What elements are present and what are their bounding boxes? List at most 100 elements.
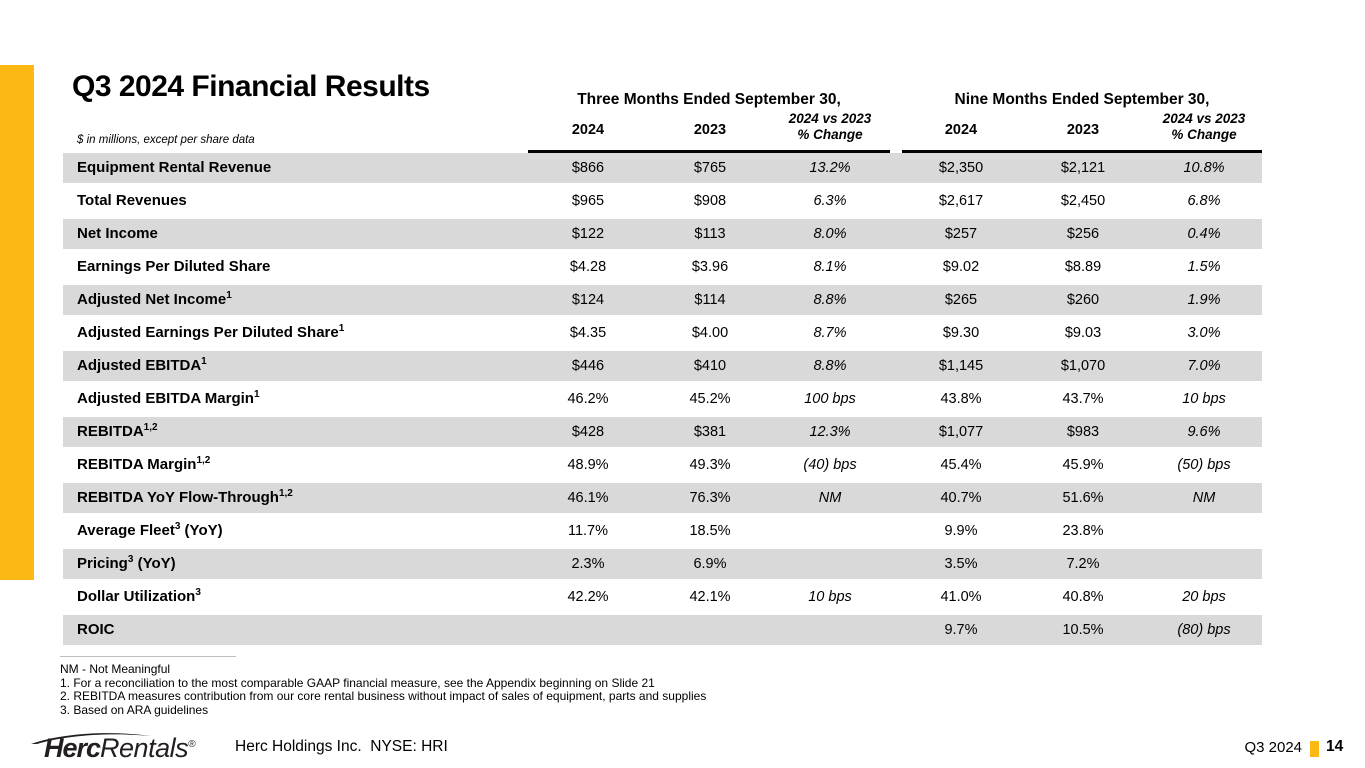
value-cell: 42.2% <box>567 589 609 605</box>
table-row: Average Fleet3 (YoY) 11.7% 18.5% 9.9% 23.8% <box>63 516 1262 549</box>
metric-label: REBITDA YoY Flow-Through1,2 <box>77 488 293 507</box>
column-header-3m-2023: 2023 <box>693 122 727 138</box>
value-cell: $2,450 <box>1060 193 1106 209</box>
logo-swoosh-icon <box>31 733 151 744</box>
value-cell: 3.5% <box>944 556 978 572</box>
value-cell: $4.28 <box>569 259 607 275</box>
column-header-9m-change: 2024 vs 2023% Change <box>1139 111 1269 143</box>
footnote-1: 1. For a reconciliation to the most comp… <box>60 675 655 690</box>
value-cell: 100 bps <box>804 391 856 407</box>
table-row: Earnings Per Diluted Share $4.28 $3.96 8.1%… <box>63 252 1262 285</box>
value-cell: $2,350 <box>938 160 984 176</box>
value-cell: 45.9% <box>1062 457 1104 473</box>
value-cell: $866 <box>571 160 605 176</box>
header-underline-three-months <box>528 150 890 153</box>
change-header-line2: % Change <box>1171 127 1237 142</box>
value-cell: 49.3% <box>689 457 731 473</box>
value-cell: $257 <box>944 226 978 242</box>
logo-text: HercRentals® <box>44 735 195 762</box>
value-cell: 20 bps <box>1182 589 1226 605</box>
footnotes: NM - Not Meaningful 1. For a reconciliat… <box>60 662 706 717</box>
metric-label: Total Revenues <box>77 192 187 209</box>
value-cell: (40) bps <box>803 457 857 473</box>
metric-label: ROIC <box>77 621 115 638</box>
company-ticker-text: Herc Holdings Inc. NYSE: HRI <box>235 738 448 755</box>
value-cell: 41.0% <box>940 589 982 605</box>
value-cell: $114 <box>694 292 726 308</box>
value-cell: 40.8% <box>1062 589 1104 605</box>
value-cell: NM <box>818 490 842 506</box>
table-row: Net Income $122 $113 8.0% $257 $256 0.4% <box>63 219 1262 252</box>
value-cell: $1,145 <box>938 358 984 374</box>
column-header-3m-change: 2024 vs 2023% Change <box>765 111 895 143</box>
header-underline-nine-months <box>902 150 1262 153</box>
table-row: Adjusted Earnings Per Diluted Share1 $4.3… <box>63 318 1262 351</box>
value-cell: 46.2% <box>567 391 609 407</box>
value-cell: $9.03 <box>1064 325 1102 341</box>
value-cell: 8.7% <box>813 325 847 341</box>
table-row: Adjusted EBITDA Margin1 46.2% 45.2% 100 bps… <box>63 384 1262 417</box>
value-cell: $1,070 <box>1060 358 1106 374</box>
value-cell: $2,617 <box>938 193 984 209</box>
value-cell: 2.3% <box>571 556 605 572</box>
value-cell: $9.30 <box>942 325 980 341</box>
value-cell: $265 <box>944 292 978 308</box>
value-cell: 10.8% <box>1183 160 1225 176</box>
value-cell: 43.8% <box>940 391 982 407</box>
metric-label: Adjusted Net Income1 <box>77 290 232 309</box>
column-header-9m-2024: 2024 <box>944 122 978 138</box>
financial-results-table: Equipment Rental Revenue $866 $765 13.2% $2,… <box>63 153 1262 648</box>
value-cell: $3.96 <box>691 259 729 275</box>
page-number-marker <box>1310 741 1319 757</box>
value-cell: $124 <box>571 292 605 308</box>
value-cell: 43.7% <box>1062 391 1104 407</box>
table-row: REBITDA1,2 $428 $381 12.3% $1,077 $983 9.6% <box>63 417 1262 450</box>
value-cell: 9.6% <box>1187 424 1221 440</box>
value-cell: 10.5% <box>1062 622 1104 638</box>
value-cell: 23.8% <box>1062 523 1104 539</box>
value-cell: $983 <box>1066 424 1100 440</box>
page-number: 14 <box>1326 738 1344 755</box>
value-cell: $381 <box>693 424 727 440</box>
value-cell: 6.8% <box>1187 193 1221 209</box>
metric-label: Net Income <box>77 225 158 242</box>
value-cell: 18.5% <box>689 523 731 539</box>
metric-label: REBITDA Margin1,2 <box>77 455 211 474</box>
table-row: Pricing3 (YoY) 2.3% 6.9% 3.5% 7.2% <box>63 549 1262 582</box>
value-cell: 8.8% <box>813 292 847 308</box>
value-cell: 13.2% <box>809 160 851 176</box>
metric-label: Dollar Utilization3 <box>77 587 201 606</box>
value-cell: 9.7% <box>944 622 978 638</box>
metric-label: REBITDA1,2 <box>77 422 158 441</box>
value-cell: 10 bps <box>808 589 852 605</box>
value-cell: 11.7% <box>567 523 609 539</box>
value-cell: $965 <box>571 193 605 209</box>
value-cell: (80) bps <box>1177 622 1231 638</box>
value-cell: $8.89 <box>1064 259 1102 275</box>
column-group-nine-months: Nine Months Ended September 30, <box>954 91 1210 108</box>
table-row: ROIC 9.7% 10.5% (80) bps <box>63 615 1262 648</box>
value-cell: $256 <box>1066 226 1100 242</box>
table-row: Adjusted Net Income1 $124 $114 8.8% $265 $260… <box>63 285 1262 318</box>
units-note: $ in millions, except per share data <box>77 134 255 146</box>
value-cell: 42.1% <box>689 589 731 605</box>
table-row: Total Revenues $965 $908 6.3% $2,617 $2,450 6.… <box>63 186 1262 219</box>
table-row: Dollar Utilization3 42.2% 42.1% 10 bps 41.0%… <box>63 582 1262 615</box>
value-cell: 6.3% <box>813 193 847 209</box>
metric-label: Average Fleet3 (YoY) <box>77 521 223 540</box>
column-header-9m-2023: 2023 <box>1066 122 1100 138</box>
value-cell: $122 <box>571 226 605 242</box>
value-cell: 46.1% <box>567 490 609 506</box>
value-cell: 8.0% <box>813 226 847 242</box>
value-cell: $908 <box>693 193 727 209</box>
value-cell: $113 <box>694 226 726 242</box>
footer-period-label: Q3 2024 <box>1244 739 1302 756</box>
change-header-line2: % Change <box>797 127 863 142</box>
herc-rentals-logo: HercRentals® <box>30 727 240 765</box>
change-header-line1: 2024 vs 2023 <box>1162 111 1246 126</box>
metric-label: Pricing3 (YoY) <box>77 554 176 573</box>
value-cell: 9.9% <box>944 523 978 539</box>
metric-label: Adjusted EBITDA Margin1 <box>77 389 260 408</box>
value-cell: $4.35 <box>569 325 607 341</box>
value-cell: 10 bps <box>1182 391 1226 407</box>
